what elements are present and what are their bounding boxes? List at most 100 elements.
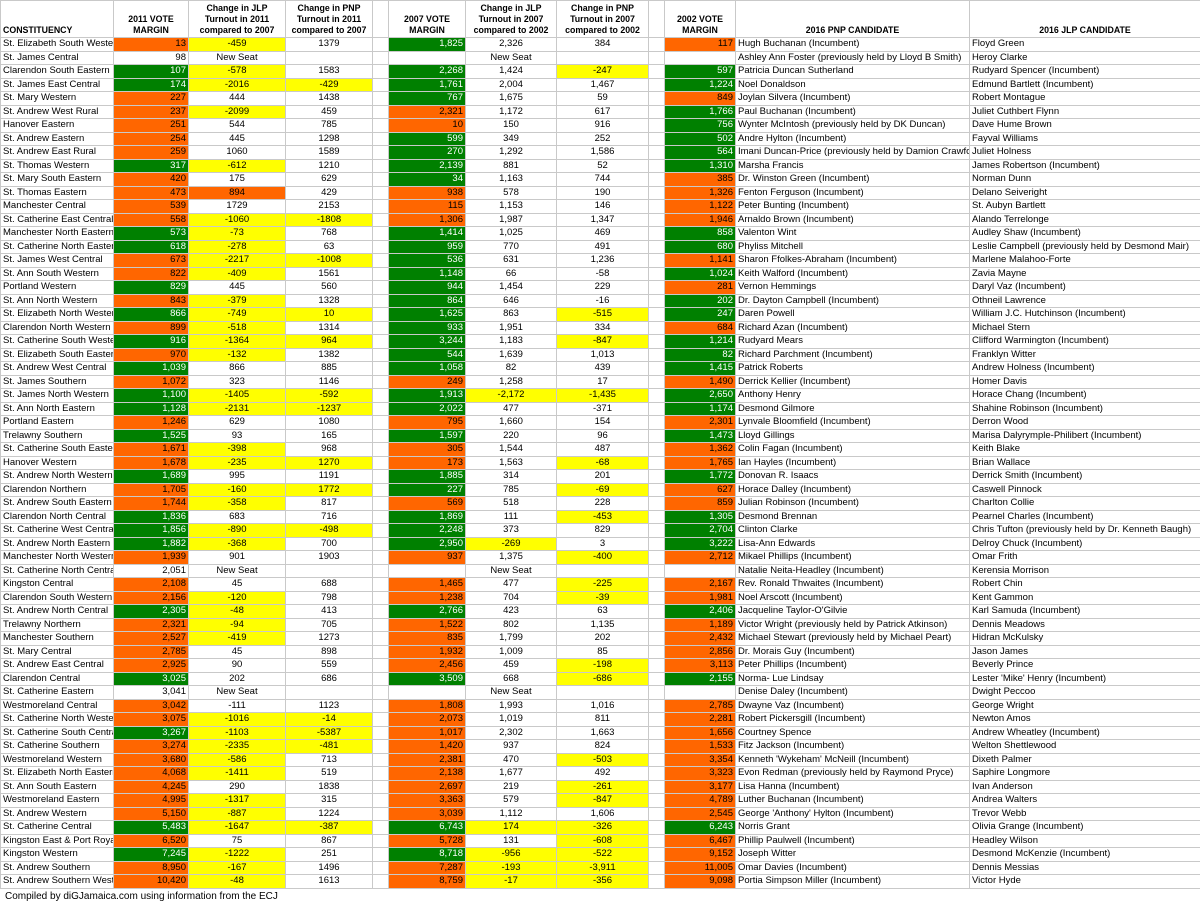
jlp-candidate-cell: Beverly Prince [969,658,1200,673]
jlp-change-2007-cell: 1,258 [465,374,557,389]
jlp-change-2011-cell: 45 [188,577,286,592]
pnp-change-2011-cell: -1008 [285,253,373,268]
table-row: St. James Southern 1,072 323 1146 249 1,258 17… [0,374,1200,389]
jlp-candidate-cell: Rudyard Spencer (Incumbent) [969,64,1200,79]
pnp-change-2011-cell: 315 [285,793,373,808]
pnp-change-2007-cell: -247 [556,64,649,79]
table-row: Clarendon South Western 2,156 -120 798 1,238… [0,590,1200,605]
jlp-change-2007-cell: New Seat [465,563,557,578]
spacer-cell [648,104,665,119]
margin-2011-cell: 98 [113,50,189,65]
constituency-cell: Kingston Central [0,577,114,592]
constituency-cell: Manchester North Western [0,550,114,565]
jlp-candidate-cell: Audley Shaw (Incumbent) [969,226,1200,241]
pnp-change-2011-cell: 560 [285,280,373,295]
margin-2007-cell: 7,287 [388,860,466,875]
pnp-candidate-cell: Wynter McIntosh (previously held by DK D… [735,118,970,133]
margin-2011-cell: 4,245 [113,779,189,794]
pnp-change-2007-cell: 487 [556,442,649,457]
pnp-change-2007-cell: -261 [556,779,649,794]
pnp-candidate-cell: Peter Phillips (Incumbent) [735,658,970,673]
jlp-change-2007-cell: 2,302 [465,725,557,740]
spacer-cell [648,77,665,92]
jlp-change-2007-cell: 220 [465,428,557,443]
margin-2002-cell: 9,098 [664,874,736,889]
jlp-change-2011-cell: -1364 [188,334,286,349]
jlp-candidate-cell: Juliet Holness [969,145,1200,160]
jlp-change-2007-cell: 1,987 [465,212,557,227]
margin-2011-cell: 2,108 [113,577,189,592]
constituency-cell: Kingston Western [0,847,114,862]
margin-2002-cell: 2,712 [664,550,736,565]
jlp-change-2011-cell: 445 [188,280,286,295]
jlp-change-2011-cell: -132 [188,347,286,362]
pnp-candidate-cell: Peter Bunting (Incumbent) [735,199,970,214]
pnp-candidate-cell: Mikael Phillips (Incumbent) [735,550,970,565]
margin-2002-cell: 2,545 [664,806,736,821]
jlp-change-2007-cell: 518 [465,496,557,511]
jlp-change-2007-cell: 1,375 [465,550,557,565]
jlp-change-2007-cell: 174 [465,820,557,835]
pnp-change-2011-cell: 785 [285,118,373,133]
spacer-cell [372,590,389,605]
jlp-change-2011-cell: -612 [188,158,286,173]
margin-2011-cell: 259 [113,145,189,160]
jlp-candidate-cell: Headley Wilson [969,833,1200,848]
jlp-change-2011-cell: 444 [188,91,286,106]
pnp-change-2011-cell: -481 [285,739,373,754]
pnp-candidate-cell: Dr. Winston Green (Incumbent) [735,172,970,187]
pnp-change-2007-cell: 829 [556,523,649,538]
jlp-candidate-cell: Juliet Cuthbert Flynn [969,104,1200,119]
spacer-cell [648,820,665,835]
constituency-cell: St. Andrew East Central [0,658,114,673]
table-row: Westmoreland Central 3,042 -111 1123 1,808 1,… [0,698,1200,713]
jlp-change-2007-cell: 1,009 [465,644,557,659]
jlp-change-2007-cell: 579 [465,793,557,808]
margin-2007-cell: 8,718 [388,847,466,862]
table-row: St. Andrew West Rural 237 -2099 459 2,321 1,1… [0,104,1200,119]
spacer-cell [648,563,665,578]
margin-2002-cell: 1,214 [664,334,736,349]
pnp-change-2007-cell: -1,435 [556,388,649,403]
jlp-change-2011-cell: -578 [188,64,286,79]
jlp-candidate-cell: George Wright [969,698,1200,713]
spacer-cell [648,172,665,187]
margin-2007-cell: 2,139 [388,158,466,173]
margin-2007-cell: 1,625 [388,307,466,322]
spacer-cell [648,131,665,146]
pnp-change-2011-cell [285,563,373,578]
pnp-candidate-cell: Denise Daley (Incumbent) [735,685,970,700]
jlp-candidate-cell: Hidran McKulsky [969,631,1200,646]
pnp-change-2007-cell: 52 [556,158,649,173]
jlp-change-2007-cell: 937 [465,739,557,754]
margin-2011-cell: 618 [113,239,189,254]
margin-2011-cell: 1,705 [113,482,189,497]
margin-2007-cell: 1,761 [388,77,466,92]
jlp-candidate-cell: Clifford Warmington (Incumbent) [969,334,1200,349]
col-jlp-change-2007: Change in JLP Turnout in 2007 compared t… [465,0,557,38]
margin-2011-cell: 2,925 [113,658,189,673]
jlp-candidate-cell: Newton Amos [969,712,1200,727]
pnp-change-2011-cell: -498 [285,523,373,538]
spacer-cell [372,577,389,592]
margin-2002-cell: 3,323 [664,766,736,781]
pnp-change-2011-cell: -1808 [285,212,373,227]
table-row: St. Thomas Eastern 473 894 429 938 578 190 1,32… [0,185,1200,200]
margin-2002-cell: 2,301 [664,415,736,430]
constituency-cell: Manchester Southern [0,631,114,646]
constituency-cell: Manchester North Eastern [0,226,114,241]
margin-2002-cell: 756 [664,118,736,133]
pnp-change-2007-cell: 1,586 [556,145,649,160]
margin-2007-cell: 3,363 [388,793,466,808]
margin-2011-cell: 558 [113,212,189,227]
pnp-change-2007-cell: 229 [556,280,649,295]
margin-2011-cell: 916 [113,334,189,349]
pnp-change-2011-cell: 251 [285,847,373,862]
spacer-cell [648,307,665,322]
jlp-change-2007-cell: 1,112 [465,806,557,821]
pnp-change-2011-cell: 867 [285,833,373,848]
margin-2007-cell: 2,138 [388,766,466,781]
table-row: Manchester Southern 2,527 -419 1273 835 1,799… [0,631,1200,646]
margin-2011-cell: 829 [113,280,189,295]
pnp-change-2007-cell: -515 [556,307,649,322]
